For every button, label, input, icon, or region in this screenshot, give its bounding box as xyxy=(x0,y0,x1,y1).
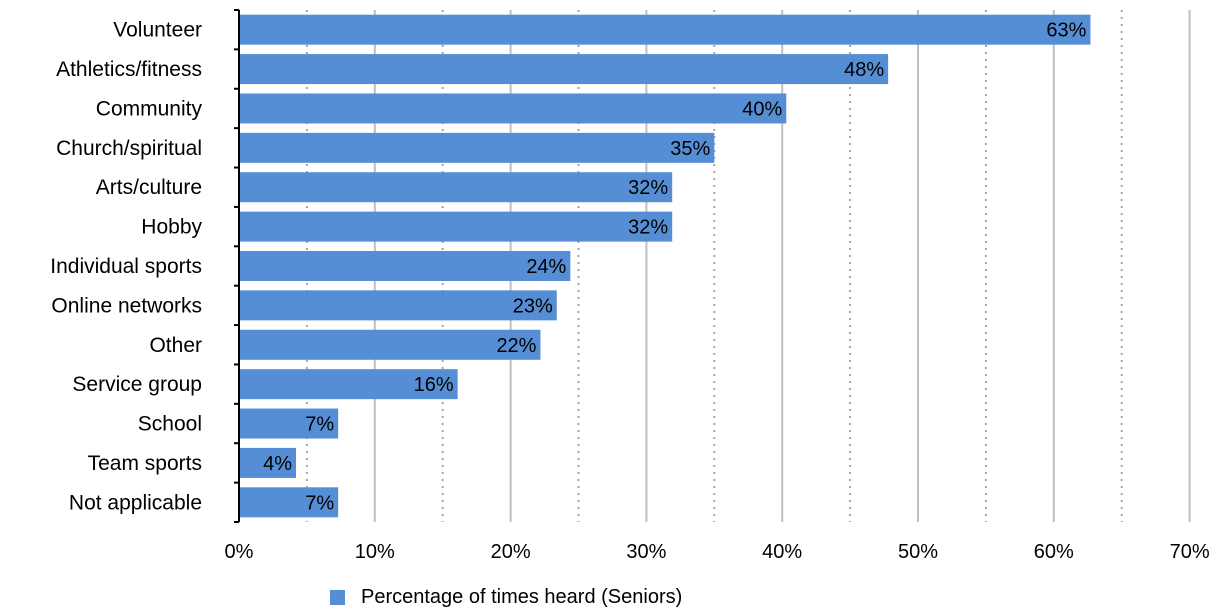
bar-value-label: 32% xyxy=(628,217,668,239)
category-label: Team sports xyxy=(88,452,202,475)
category-label: Service group xyxy=(72,373,202,396)
bar-value-label: 35% xyxy=(670,138,710,160)
bar xyxy=(239,93,786,123)
category-label: Volunteer xyxy=(113,19,202,42)
category-label: Not applicable xyxy=(69,491,202,514)
legend-label: Percentage of times heard (Seniors) xyxy=(361,586,682,609)
bar-value-label: 7% xyxy=(305,492,334,514)
bar-value-label: 7% xyxy=(305,414,334,436)
bar-value-label: 22% xyxy=(496,335,536,357)
x-tick-label: 30% xyxy=(626,541,666,563)
bar xyxy=(239,330,540,360)
x-tick-label: 40% xyxy=(762,541,802,563)
x-tick-label: 70% xyxy=(1170,541,1210,563)
bar-value-label: 24% xyxy=(526,256,566,278)
legend: Percentage of times heard (Seniors) xyxy=(330,586,682,608)
bar-value-label: 40% xyxy=(742,98,782,120)
category-label: Community xyxy=(96,97,203,120)
bar-value-label: 4% xyxy=(263,453,292,475)
bar xyxy=(239,212,672,242)
bar-value-label: 63% xyxy=(1046,20,1086,42)
bar xyxy=(239,133,714,163)
x-tick-label: 50% xyxy=(898,541,938,563)
category-label: Hobby xyxy=(141,216,202,239)
x-tick-label: 20% xyxy=(491,541,531,563)
bar-value-label: 48% xyxy=(844,59,884,81)
category-label: Arts/culture xyxy=(96,176,202,199)
x-tick-label: 0% xyxy=(225,541,254,563)
bar xyxy=(239,290,557,320)
bar xyxy=(239,15,1090,45)
legend-swatch xyxy=(330,590,345,605)
category-label: Church/spiritual xyxy=(56,137,202,160)
bar-value-label: 16% xyxy=(414,374,454,396)
bar xyxy=(239,251,570,281)
bar xyxy=(239,54,888,84)
category-label: Other xyxy=(149,334,202,357)
category-label: Athletics/fitness xyxy=(56,58,202,81)
category-label: Individual sports xyxy=(50,255,202,278)
category-label: School xyxy=(138,413,202,436)
x-tick-label: 10% xyxy=(355,541,395,563)
bar-value-label: 32% xyxy=(628,177,668,199)
bar-value-label: 23% xyxy=(513,295,553,317)
x-tick-label: 60% xyxy=(1034,541,1074,563)
bar xyxy=(239,172,672,202)
category-label: Online networks xyxy=(51,294,202,317)
